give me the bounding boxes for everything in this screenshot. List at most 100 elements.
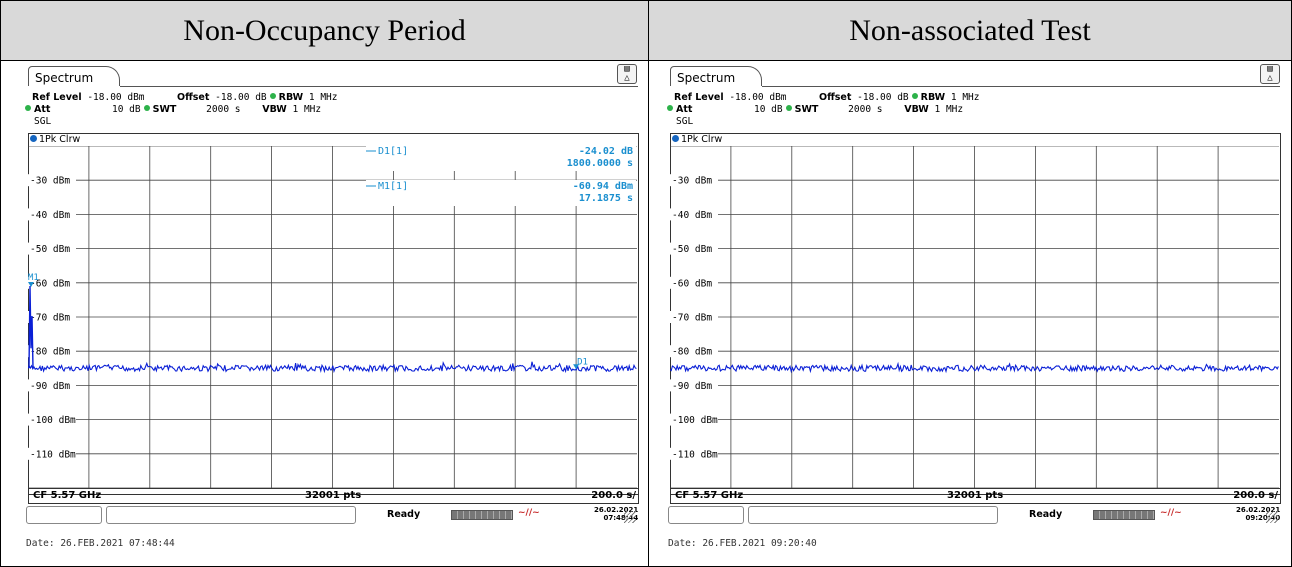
- y-label-bg: [28, 242, 76, 255]
- column-header-left: Non-Occupancy Period: [1, 1, 648, 61]
- spectrum-plot: -30 dBm -40 dBm -50 dBm -60 dBm -70 dBm -80 d…: [670, 146, 1279, 488]
- y-axis-label: -100 dBm: [672, 415, 718, 426]
- tab-underline: [762, 86, 1280, 87]
- y-label-bg: [670, 174, 718, 187]
- status-dot-icon: [25, 105, 31, 111]
- status-field-1[interactable]: [26, 506, 102, 524]
- marker-table-value: -60.94 dBm: [573, 181, 633, 192]
- trace-dot-icon: [30, 135, 37, 142]
- tab-spectrum[interactable]: Spectrum: [28, 66, 120, 86]
- date-footer: Date: 26.FEB.2021 09:20:40: [668, 538, 817, 549]
- y-axis-label: -40 dBm: [672, 210, 712, 221]
- y-axis-label: -90 dBm: [30, 381, 70, 392]
- center-frequency: CF 5.57 GHz: [675, 490, 744, 501]
- timestamp: 26.02.2021 09:20:40: [1236, 506, 1281, 522]
- status-ready: Ready: [387, 509, 421, 520]
- rs-logo-icon: ~//~: [1160, 508, 1182, 518]
- y-label-bg: [670, 447, 718, 460]
- y-label-bg: [28, 345, 76, 358]
- time-per-division: 200.0 s/: [591, 490, 636, 501]
- marker-table-name: M1[1]: [378, 181, 408, 192]
- timestamp: 26.02.2021 07:48:44: [594, 506, 639, 522]
- y-axis-label: -30 dBm: [30, 176, 70, 187]
- tab-spectrum[interactable]: Spectrum: [670, 66, 762, 86]
- trace-dot-icon: [672, 135, 679, 142]
- resize-grip-icon[interactable]: [624, 511, 636, 523]
- spectrum-plot: -30 dBm -40 dBm -50 dBm -60 dBm -70 dBm -80 d…: [28, 146, 637, 488]
- spectrum-panel-non-occupancy: Spectrum ▤ △ Ref Level -18.00 dBm Offset …: [20, 60, 647, 565]
- status-dot-icon: [911, 93, 918, 99]
- spectrum-panel-non-associated: Spectrum ▤ △ Ref Level -18.00 dBm Offset …: [662, 60, 1290, 565]
- progress-bar: [1093, 510, 1155, 520]
- status-bar: Ready ~//~ 26.02.2021 07:48:44: [26, 505, 638, 525]
- y-label-bg: [670, 208, 718, 221]
- marker-m1-icon: [28, 282, 34, 287]
- y-label-bg: [28, 208, 76, 221]
- y-axis-label: -80 dBm: [30, 347, 70, 358]
- y-axis-label: -110 dBm: [30, 449, 76, 460]
- sweep-points: 32001 pts: [305, 490, 362, 501]
- y-axis-label: -70 dBm: [30, 313, 70, 324]
- resize-grip-icon[interactable]: [1266, 511, 1278, 523]
- y-label-bg: [28, 174, 76, 187]
- tab-underline: [120, 86, 638, 87]
- status-bar: Ready ~//~ 26.02.2021 09:20:40: [668, 505, 1280, 525]
- column-header-right: Non-associated Test: [649, 1, 1291, 61]
- status-ready: Ready: [1029, 509, 1063, 520]
- offset-readout: Offset -18.00 dB RBW 1 MHz: [819, 92, 980, 103]
- att-swt-readout: 10 dB SWT 2000 s VBW 1 MHz: [754, 104, 964, 115]
- trace-label: 1Pk Clrw: [28, 133, 80, 146]
- status-field-1[interactable]: [668, 506, 744, 524]
- sweep-mode: SGL: [34, 116, 52, 127]
- status-dot-icon: [785, 105, 792, 111]
- y-label-bg: [28, 311, 76, 323]
- marker-table-value: -24.02 dB: [579, 146, 633, 157]
- display-icon[interactable]: ▤ △: [617, 64, 637, 84]
- marker-table-name: D1[1]: [378, 146, 408, 157]
- y-label-bg: [28, 413, 76, 426]
- y-label-bg: [670, 276, 718, 289]
- marker-table-value2: 17.1875 s: [579, 193, 633, 204]
- column-divider: [648, 1, 649, 566]
- plot-footer: CF 5.57 GHz 32001 pts 200.0 s/: [28, 488, 639, 504]
- y-axis-label: -70 dBm: [672, 313, 712, 324]
- y-label-bg: [670, 345, 718, 358]
- ref-level-readout: Ref Level -18.00 dBm: [32, 92, 145, 103]
- y-label-bg: [28, 379, 76, 392]
- status-field-2[interactable]: [106, 506, 356, 524]
- y-axis-label: -50 dBm: [30, 244, 70, 255]
- marker-table-bg: [366, 146, 636, 171]
- att-readout: Att: [22, 104, 50, 115]
- y-label-bg: [28, 447, 76, 460]
- status-dot-icon: [269, 93, 276, 99]
- marker-m1-label: M1: [28, 273, 39, 283]
- y-axis-label: -90 dBm: [672, 381, 712, 392]
- y-axis-label: -40 dBm: [30, 210, 70, 221]
- marker-table-value2: 1800.0000 s: [567, 158, 633, 169]
- trace-label: 1Pk Clrw: [670, 133, 722, 146]
- status-dot-icon: [667, 105, 673, 111]
- display-icon[interactable]: ▤ △: [1260, 64, 1280, 84]
- y-label-bg: [670, 242, 718, 255]
- plot-footer: CF 5.57 GHz 32001 pts 200.0 s/: [670, 488, 1281, 504]
- y-axis-label: -30 dBm: [672, 176, 712, 187]
- status-dot-icon: [143, 105, 150, 111]
- date-footer: Date: 26.FEB.2021 07:48:44: [26, 538, 175, 549]
- progress-bar: [451, 510, 513, 520]
- marker-d1-icon: [573, 364, 580, 370]
- rs-logo-icon: ~//~: [518, 508, 540, 518]
- marker-d1-label: D1: [577, 357, 588, 367]
- y-axis-label: -100 dBm: [30, 415, 76, 426]
- y-axis-label: -60 dBm: [672, 278, 712, 289]
- sweep-mode: SGL: [676, 116, 694, 127]
- status-field-2[interactable]: [748, 506, 998, 524]
- y-label-bg: [670, 413, 718, 426]
- att-swt-readout: 10 dB SWT 2000 s VBW 1 MHz: [112, 104, 322, 115]
- burst-trace: [28, 285, 34, 369]
- y-label-bg: [670, 379, 718, 392]
- sweep-points: 32001 pts: [947, 490, 1004, 501]
- y-label-bg: [670, 311, 718, 323]
- y-axis-label: -110 dBm: [672, 449, 718, 460]
- y-axis-label: -80 dBm: [672, 347, 712, 358]
